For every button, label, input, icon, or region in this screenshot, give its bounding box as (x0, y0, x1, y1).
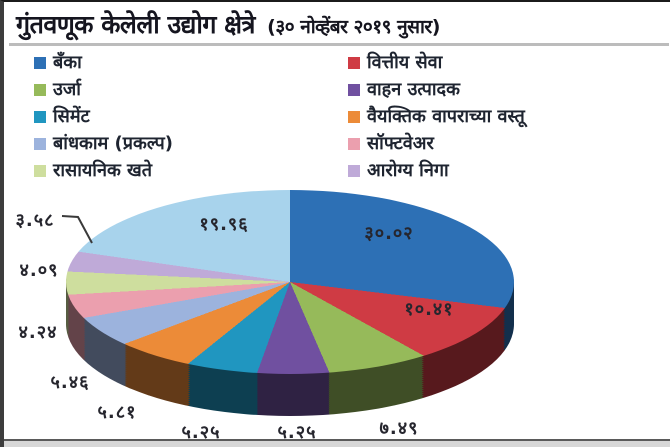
slice-value-label: ३.५८ (15, 210, 55, 231)
slice-value-label: ५.८१ (97, 402, 137, 423)
legend-swatch (34, 83, 46, 96)
legend-label: उर्जा (53, 78, 81, 100)
legend-item: वित्तीय सेवा (348, 49, 525, 76)
legend-item: बांधकाम (प्रकल्प) (34, 130, 173, 157)
slice-value-label: ५.४६ (50, 372, 90, 393)
legend-label: बँका (53, 51, 82, 73)
chart-title-main: गुंतवणूक केलेली उद्योग क्षेत्रे (16, 10, 255, 39)
legend-item: उर्जा (34, 76, 173, 103)
slice-value-label: ५.२५ (277, 422, 317, 443)
legend-item: वैयक्तिक वापराच्या वस्तू (348, 103, 525, 130)
legend-item: सॉफ्टवेअर (348, 130, 525, 157)
legend-item: आरोग्य निगा (348, 157, 525, 184)
slice-value-label: १०.४१ (404, 299, 454, 320)
slice-value-label: ४.०९ (19, 260, 59, 281)
legend-item: वाहन उत्पादक (348, 76, 525, 103)
legend-swatch (348, 137, 360, 150)
slice-value-label: ४.२४ (18, 322, 58, 343)
legend-label: सिमेंट (53, 105, 90, 127)
legend-swatch (34, 56, 46, 69)
legend-label: सॉफ्टवेअर (367, 132, 434, 154)
pie-top-face (66, 190, 514, 374)
legend-swatch (348, 164, 360, 177)
bottom-strip (4, 441, 670, 447)
legend-label: बांधकाम (प्रकल्प) (53, 132, 173, 154)
legend-swatch (348, 110, 360, 123)
slice-value-label: १९.९६ (199, 214, 249, 235)
pie-chart (66, 190, 514, 416)
legend-item: बँका (34, 49, 173, 76)
chart-title: गुंतवणूक केलेली उद्योग क्षेत्रे (३० नोव्… (16, 7, 666, 41)
legend-column-left: बँका उर्जा सिमेंट बांधकाम (प्रकल्प) रासा… (34, 49, 173, 184)
legend-label: वाहन उत्पादक (367, 78, 460, 100)
chart-title-date: (३० नोव्हेंबर २०१९ नुसार) (267, 16, 440, 38)
legend-item: रासायनिक खते (34, 157, 173, 184)
legend-item: सिमेंट (34, 103, 173, 130)
legend-label: वैयक्तिक वापराच्या वस्तू (367, 105, 525, 127)
title-divider (9, 43, 669, 46)
slice-value-label: ५.२५ (181, 422, 221, 443)
legend-swatch (34, 137, 46, 150)
legend-swatch (34, 110, 46, 123)
legend-label: आरोग्य निगा (367, 159, 449, 181)
legend-column-right: वित्तीय सेवा वाहन उत्पादक वैयक्तिक वापरा… (348, 49, 525, 184)
slice-value-label: ३०.०२ (364, 223, 414, 244)
legend-swatch (348, 83, 360, 96)
bottom-divider (4, 439, 670, 441)
legend-label: रासायनिक खते (53, 159, 153, 181)
legend-swatch (348, 56, 360, 69)
legend-swatch (34, 164, 46, 177)
legend-label: वित्तीय सेवा (367, 51, 443, 73)
slice-value-label: ७.४९ (379, 418, 419, 439)
